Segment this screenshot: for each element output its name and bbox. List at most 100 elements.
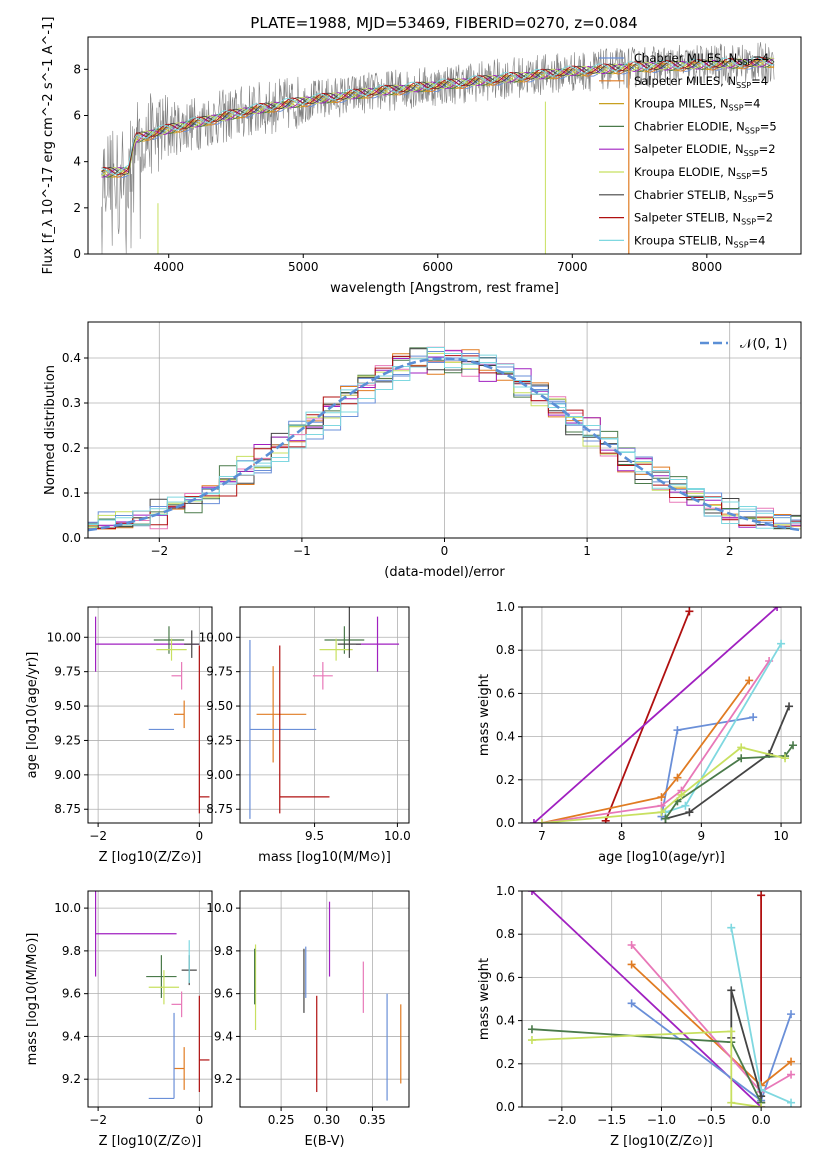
y-tick-label: 0.2 [496,1057,515,1071]
age_vs_Z-points [94,616,210,814]
mass-weight-line [531,1030,762,1107]
legend-tail: =2 [759,142,776,156]
y-tick-label: 9.8 [62,944,81,958]
mass-weight-marker [727,986,736,995]
y-tick-label: 6 [73,108,81,122]
mass-weight-marker [685,607,694,616]
x-tick-label: 7000 [557,260,588,274]
mass-weight-marker [787,1057,796,1066]
mass-weight-line [531,1028,762,1104]
mass-weight-marker [527,1036,536,1045]
x-tick-label: 2 [726,544,734,558]
y-tick-label: 9.50 [206,699,233,713]
legend-tail: =5 [751,165,768,179]
legend-sub: SSP [737,58,752,67]
mass_weight_vs_age-lines [529,607,798,823]
model-spectrum-kroupa_stelib [101,56,775,175]
mass-weight-marker [673,726,682,735]
y-tick-label: 0.8 [496,643,515,657]
mass_weight_vs_age-axes: 7 8 9 10 0.0 0.2 0.4 0.6 0.8 1.0 age [log10(age/yr… [477,600,801,865]
mass-weight-marker [757,891,766,900]
mass-weight-marker [627,960,636,969]
legend-main: Salpeter MILES, N [634,74,736,88]
x-tick-label: 0.25 [268,1113,295,1127]
mass-weight-marker [627,941,636,949]
y-axis-label: mass weight [477,958,492,1040]
x-tick-label: 0.35 [359,1113,386,1127]
legend-main: Salpeter STELIB, N [634,211,741,225]
y-axis-label: Normed distribution [43,365,58,495]
x-tick-label: 0 [441,544,449,558]
legend-tail: =4 [749,233,766,247]
y-tick-label: 8 [73,62,81,76]
y-tick-label: 0.0 [496,816,515,830]
mass-weight-marker [787,1098,796,1107]
x-tick-label: 8000 [692,260,723,274]
model-spectrum-kroupa_elodie [101,57,775,177]
legend-tail: =4 [744,97,761,111]
mass-weight-line [541,679,750,823]
y-tick-label: 0.6 [496,686,515,700]
mass-weight-marker [657,793,666,802]
x-tick-label: −2.0 [547,1113,576,1127]
x-tick-label: −2 [89,1113,107,1127]
mass_vs_Z-points [94,891,210,1100]
y-tick-label: 0.0 [62,531,81,545]
mass-weight-marker [601,816,610,823]
y-tick-label: 0.6 [496,970,515,984]
mass-weight-line [665,706,790,820]
x-tick-label: 5000 [288,260,319,274]
mass-weight-line [604,610,691,822]
y-tick-label: 0.1 [62,486,81,500]
legend-sub: SSP [742,195,757,204]
legend-entry: Kroupa MILES, NSSP=4 [634,97,760,113]
x-tick-label: −0.5 [697,1113,726,1127]
mass-weight-marker [661,814,670,823]
y-tick-label: 0.3 [62,396,81,410]
mass-weight-marker [745,676,754,685]
mass-weight-marker [527,1025,536,1034]
age_vs_Z-axes: −2 0 8.75 9.00 9.25 9.50 9.75 10.00 Z [log10(Z/Z… [25,607,212,865]
x-axis-label: (data-model)/error [384,565,505,580]
legend-tail: =5 [757,188,774,202]
mass-weight-marker [789,741,798,750]
x-tick-label: 7 [538,829,546,843]
mass_vs_EBV-frame [239,890,410,1108]
residual-plot [88,346,801,532]
mass-weight-marker [727,923,736,932]
legend-entry: Chabrier ELODIE, NSSP=5 [634,119,777,135]
x-tick-label: 8 [618,829,626,843]
age_vs_mass-frame [239,606,410,824]
legend-main: Kroupa MILES, N [634,97,729,111]
y-tick-label: 9.50 [54,699,81,713]
legend-tail: =2 [756,211,773,225]
histogram-kroupa_stelib-series [88,353,801,525]
y-tick-label: 9.00 [206,768,233,782]
mass_weight_vs_age-frame [521,606,802,824]
y-tick-label: 0.4 [496,1014,515,1028]
x-axis-label: age [log10(age/yr)] [598,850,725,865]
mass-weight-marker [529,819,538,823]
legend-entry: Kroupa STELIB, NSSP=4 [634,233,765,249]
mass-weight-marker [757,1103,766,1107]
mass-weight-marker [777,639,786,648]
legend-main: Chabrier MILES, N [634,51,737,65]
mass-weight-marker [749,713,758,722]
figure-title: PLATE=1988, MJD=53469, FIBERID=0270, z=0… [250,14,637,32]
y-tick-label: 10.0 [54,901,81,915]
x-tick-label: −1.5 [597,1113,626,1127]
x-tick-label: 9.5 [305,829,324,843]
y-tick-label: 9.2 [62,1072,81,1086]
y-tick-label: 10.00 [47,630,81,644]
legend-tail: =4 [751,74,768,88]
x-axis-label: Z [log10(Z/Z⊙)] [99,850,202,865]
y-tick-label: 9.6 [214,987,233,1001]
legend-entry: Chabrier MILES, NSSP=4 [634,51,769,67]
mass_weight_vs_Z-frame [521,890,802,1108]
y-tick-label: 9.4 [214,1029,233,1043]
model-spectrum-salpeter_elodie [101,58,775,178]
mass-weight-marker [727,1027,736,1036]
legend-tail: =4 [752,51,769,65]
age_vs_mass-points [249,607,400,819]
